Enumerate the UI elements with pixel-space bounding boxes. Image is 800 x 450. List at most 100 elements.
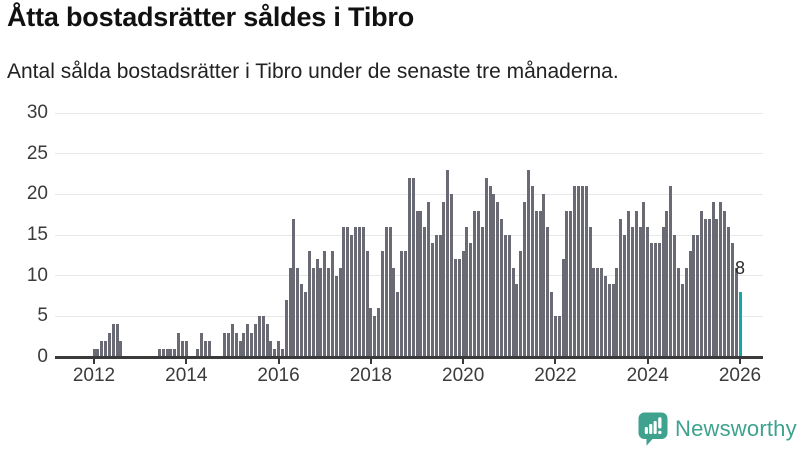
bar (373, 316, 377, 357)
bar (115, 324, 119, 357)
bar (403, 251, 407, 357)
bar (330, 251, 334, 357)
x-axis-label: 2020 (442, 365, 485, 386)
bar (696, 235, 700, 357)
bar (361, 226, 365, 357)
bar (634, 210, 638, 357)
bar (719, 202, 723, 357)
bar (684, 267, 688, 357)
bar (592, 267, 596, 357)
bar (488, 186, 492, 357)
bar (242, 332, 246, 357)
bar (377, 308, 381, 357)
bar (277, 340, 281, 357)
bar (204, 340, 207, 357)
gridline (55, 153, 763, 155)
bar (246, 324, 250, 357)
bar (669, 186, 673, 357)
bar (473, 210, 477, 357)
bar (96, 348, 100, 357)
bar (169, 348, 173, 357)
bar (269, 340, 273, 357)
bar (546, 226, 550, 357)
bar (396, 291, 400, 357)
bar (196, 348, 200, 357)
bar (227, 332, 231, 357)
bar (534, 210, 538, 357)
bar (676, 267, 680, 357)
bar (542, 194, 546, 357)
x-axis-label: 2016 (257, 365, 300, 386)
bar (407, 178, 411, 357)
bar (527, 169, 530, 357)
bar (438, 235, 442, 357)
bar (173, 348, 177, 357)
bar (569, 210, 573, 357)
bar (519, 251, 523, 357)
bar (357, 226, 361, 357)
bar (419, 210, 423, 357)
bar (600, 267, 604, 357)
x-axis-tick (646, 358, 649, 364)
bar (92, 348, 96, 357)
x-axis-label: 2014 (165, 365, 208, 386)
bar (300, 283, 304, 357)
bar (311, 267, 315, 357)
x-axis-line (55, 356, 763, 359)
bar (465, 226, 469, 357)
bar (104, 340, 108, 357)
bar (350, 235, 354, 357)
bar (557, 316, 561, 357)
bar (703, 218, 707, 357)
x-axis-tick (462, 358, 465, 364)
y-axis-label: 30 (26, 102, 48, 123)
bar (234, 332, 238, 357)
bar (477, 210, 481, 357)
bar (238, 340, 242, 357)
bar (446, 169, 450, 357)
bar (177, 332, 181, 357)
bar (511, 267, 515, 357)
bar (288, 267, 292, 357)
bar (423, 226, 427, 357)
bar (642, 202, 646, 357)
bar (453, 259, 457, 357)
chart-title: Åtta bostadsrätter såldes i Tibro (7, 2, 415, 32)
bar (265, 324, 269, 357)
y-axis-label: 20 (26, 183, 48, 205)
bar (334, 275, 338, 357)
bar (584, 186, 588, 357)
bar (653, 243, 657, 357)
bar (715, 218, 719, 357)
bar (461, 251, 465, 357)
bar (657, 243, 661, 357)
bar (323, 251, 327, 357)
bar (630, 226, 634, 357)
bar (730, 243, 734, 357)
highlight-value-label: 8 (734, 258, 745, 278)
bar (380, 251, 384, 357)
y-axis-label: 5 (37, 305, 48, 327)
bar (561, 259, 565, 357)
bar (427, 202, 431, 357)
bar (284, 300, 288, 357)
bar (430, 243, 434, 357)
bar (626, 210, 630, 357)
bar (365, 251, 369, 357)
bar (119, 340, 123, 357)
chart-subtitle: Antal sålda bostadsrätter i Tibro under … (7, 60, 619, 83)
bar (623, 235, 627, 357)
highlight-bar (738, 291, 742, 357)
bar (200, 332, 204, 357)
bar (353, 226, 357, 357)
newsworthy-logo-text: Newsworthy (675, 416, 797, 441)
bar (661, 226, 665, 357)
bar (692, 235, 696, 357)
bar (603, 275, 607, 357)
bar (615, 267, 619, 357)
bar (111, 324, 115, 357)
bar (492, 194, 496, 357)
bar (596, 267, 600, 357)
y-axis-label: 25 (26, 142, 48, 164)
